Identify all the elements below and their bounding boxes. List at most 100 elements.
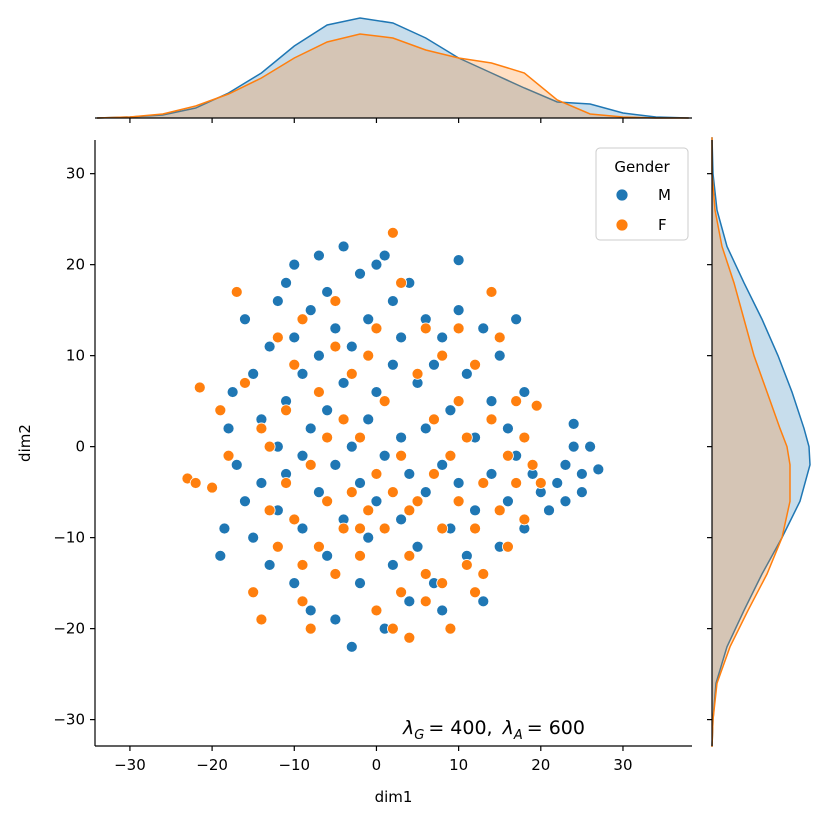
point bbox=[436, 522, 449, 535]
point bbox=[510, 395, 523, 408]
point bbox=[263, 504, 276, 517]
point bbox=[510, 313, 523, 326]
point bbox=[395, 276, 408, 289]
point bbox=[469, 358, 481, 371]
point bbox=[214, 404, 227, 417]
point bbox=[354, 522, 366, 535]
point bbox=[543, 504, 555, 517]
point bbox=[403, 631, 416, 644]
point bbox=[362, 313, 375, 326]
point bbox=[370, 258, 383, 271]
x-tick-label: −10 bbox=[278, 756, 310, 774]
point bbox=[477, 477, 490, 489]
point bbox=[411, 367, 424, 380]
point bbox=[345, 486, 358, 499]
point bbox=[378, 522, 391, 535]
annotation-part: λ bbox=[402, 717, 414, 739]
point bbox=[337, 377, 350, 389]
x-tick-label: −20 bbox=[196, 756, 228, 774]
point bbox=[362, 504, 375, 517]
point bbox=[218, 522, 231, 535]
y-tick-label: −10 bbox=[53, 529, 85, 547]
point bbox=[362, 413, 375, 426]
point bbox=[378, 449, 391, 462]
point bbox=[370, 495, 383, 508]
point bbox=[280, 276, 292, 289]
point bbox=[296, 522, 309, 535]
point bbox=[329, 458, 342, 471]
point bbox=[575, 468, 588, 480]
point bbox=[386, 486, 399, 499]
legend-title: Gender bbox=[614, 158, 670, 176]
point bbox=[460, 367, 473, 380]
point bbox=[239, 313, 251, 326]
point bbox=[485, 413, 498, 426]
point bbox=[584, 440, 597, 453]
point bbox=[452, 395, 465, 408]
point bbox=[386, 226, 399, 239]
point bbox=[469, 504, 481, 517]
point bbox=[452, 495, 465, 508]
point bbox=[477, 568, 490, 580]
point bbox=[321, 495, 334, 508]
point bbox=[395, 513, 408, 526]
annotation: λG = 400, λA = 600 bbox=[402, 717, 585, 743]
point bbox=[189, 477, 202, 489]
point bbox=[403, 549, 416, 562]
point bbox=[296, 559, 309, 571]
point bbox=[304, 622, 317, 635]
point bbox=[288, 577, 301, 590]
point bbox=[395, 449, 408, 462]
point bbox=[477, 322, 490, 335]
point bbox=[354, 477, 366, 489]
point bbox=[296, 313, 309, 326]
kde-fill bbox=[712, 137, 790, 747]
point bbox=[460, 431, 473, 444]
point bbox=[345, 440, 358, 453]
point bbox=[255, 477, 268, 489]
point bbox=[469, 586, 481, 599]
point bbox=[485, 395, 498, 408]
point bbox=[378, 395, 391, 408]
point bbox=[337, 413, 350, 426]
point bbox=[551, 477, 564, 489]
point bbox=[403, 595, 416, 608]
point bbox=[354, 577, 366, 590]
point bbox=[230, 286, 243, 298]
point bbox=[288, 358, 301, 371]
point bbox=[288, 258, 301, 271]
kde-line bbox=[711, 137, 791, 747]
point bbox=[304, 304, 317, 317]
point bbox=[386, 559, 399, 571]
kde-line bbox=[97, 17, 689, 119]
point bbox=[230, 458, 243, 471]
point bbox=[395, 586, 408, 599]
point bbox=[502, 495, 514, 508]
point bbox=[329, 322, 342, 335]
point bbox=[313, 349, 325, 362]
point bbox=[296, 367, 309, 380]
point bbox=[485, 286, 498, 298]
point bbox=[386, 358, 399, 371]
point bbox=[337, 240, 350, 253]
legend-box bbox=[595, 147, 689, 241]
x-tick-label: 30 bbox=[613, 756, 632, 774]
point bbox=[403, 504, 416, 517]
legend-marker bbox=[615, 218, 629, 232]
point bbox=[370, 386, 383, 398]
point bbox=[247, 586, 260, 599]
point bbox=[247, 531, 260, 544]
point bbox=[280, 404, 292, 417]
point bbox=[321, 431, 334, 444]
kde-line bbox=[97, 33, 689, 119]
point bbox=[329, 568, 342, 580]
point bbox=[411, 495, 424, 508]
point bbox=[288, 331, 301, 344]
point bbox=[444, 404, 457, 417]
point bbox=[530, 399, 543, 412]
point bbox=[255, 422, 268, 435]
annotation-part: = 600 bbox=[527, 717, 585, 739]
point bbox=[493, 349, 506, 362]
